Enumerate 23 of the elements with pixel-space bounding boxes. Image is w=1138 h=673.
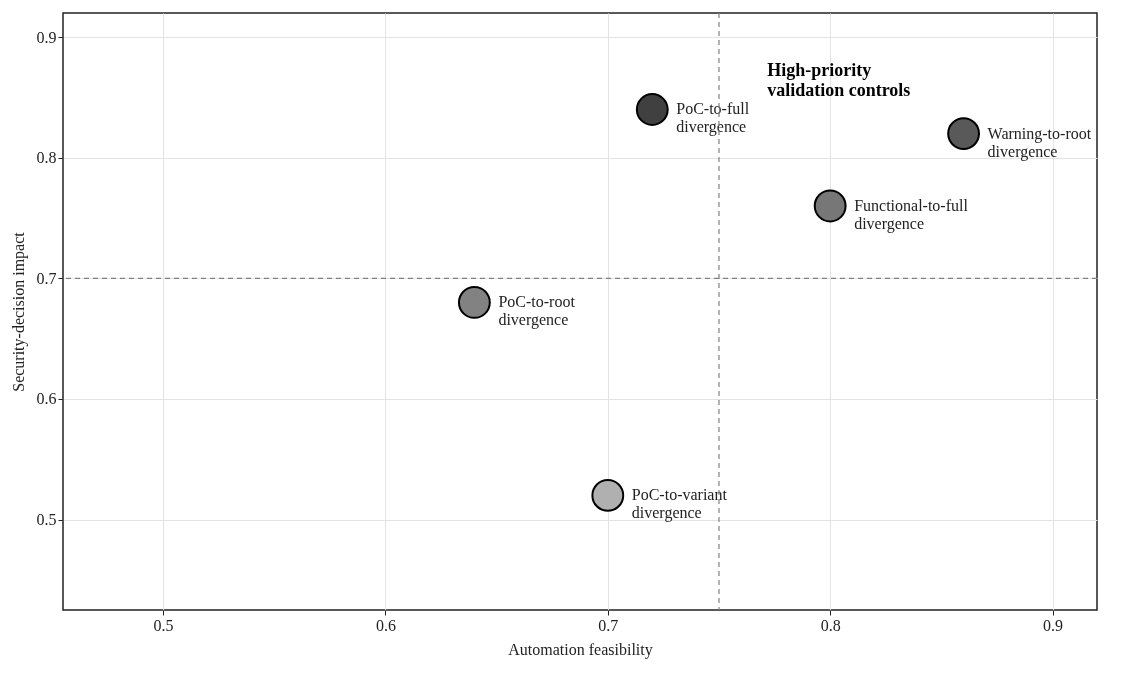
- y-axis-title: Security-decision impact: [9, 231, 28, 392]
- series-label: PoC-to-variant divergence: [631, 486, 728, 523]
- series-label: Functional-to-full divergence: [854, 196, 969, 233]
- y-tick-label: 0.7: [36, 269, 57, 287]
- y-tick-label: 0.6: [36, 390, 57, 408]
- point: [813, 189, 847, 223]
- x-tick-label: 0.6: [375, 616, 396, 634]
- series-label: Warning-to-root divergence: [987, 124, 1092, 161]
- series-label: PoC-to-full divergence: [676, 100, 750, 137]
- point: [947, 117, 980, 150]
- y-tick-label: 0.8: [36, 149, 57, 167]
- x-tick-label: 0.5: [153, 616, 174, 634]
- point: [635, 93, 669, 126]
- y-tick-label: 0.5: [36, 511, 57, 529]
- y-tick-label: 0.9: [36, 28, 57, 46]
- point: [591, 479, 625, 512]
- annotation: High-priority validation controls: [767, 59, 911, 100]
- x-axis-title: Automation feasibility: [508, 640, 653, 659]
- x-tick-label: 0.7: [598, 616, 619, 634]
- x-tick-label: 0.8: [820, 616, 841, 634]
- point: [457, 286, 491, 319]
- x-tick-label: 0.9: [1043, 616, 1064, 634]
- series-label: PoC-to-root divergence: [498, 293, 576, 330]
